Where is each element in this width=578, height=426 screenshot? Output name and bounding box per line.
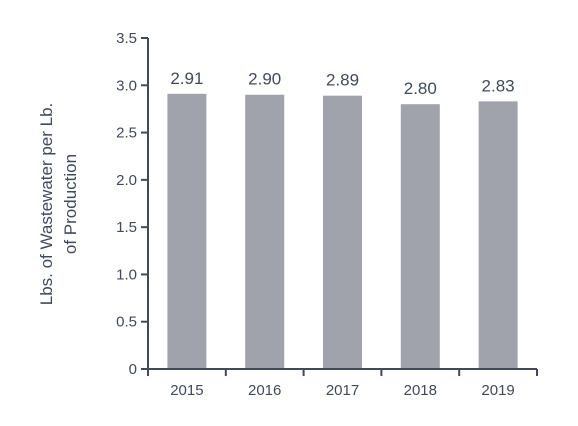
bars: [167, 93, 518, 369]
y-axis-title-line-1: Lbs. of Wastewater per Lb.: [37, 103, 56, 306]
y-tick-label: 3.5: [116, 30, 137, 47]
data-label: 2.83: [482, 76, 515, 95]
y-axis-title-line-2: of Production: [61, 154, 80, 254]
bar: [245, 94, 285, 369]
bar: [167, 93, 207, 369]
y-tick-label: 2.0: [116, 172, 137, 189]
y-axis-title: Lbs. of Wastewater per Lb. of Production: [37, 103, 80, 306]
y-tick-label: 3.0: [116, 77, 137, 94]
bar: [478, 101, 518, 369]
x-tick-label: 2017: [326, 382, 359, 399]
x-tick-label: 2019: [481, 382, 514, 399]
data-label: 2.89: [326, 71, 359, 90]
y-tick-label: 0: [129, 361, 137, 378]
x-axis: 2015 2016 2017 2018 2019: [147, 368, 538, 399]
x-tick-label: 2015: [170, 382, 203, 399]
x-tick-label: 2018: [404, 382, 437, 399]
x-tick-label: 2016: [248, 382, 281, 399]
data-label: 2.91: [170, 69, 203, 88]
y-tick-label: 2.5: [116, 125, 137, 142]
y-tick-label: 1.5: [116, 219, 137, 236]
bar: [323, 95, 362, 369]
data-label: 2.80: [404, 79, 437, 98]
data-labels: 2.91 2.90 2.89 2.80 2.83: [170, 69, 514, 98]
y-tick-label: 0.5: [116, 314, 137, 331]
y-axis: 0 0.5 1.0 1.5 2.0 2.5 3.0 3.5: [116, 30, 149, 378]
bar: [400, 104, 440, 369]
data-label: 2.90: [248, 70, 281, 89]
y-tick-label: 1.0: [116, 266, 137, 283]
